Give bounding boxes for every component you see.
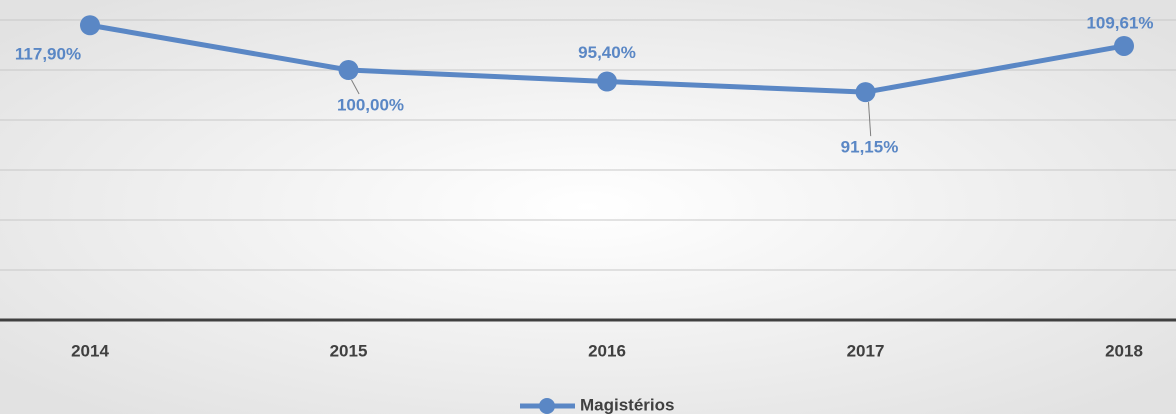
marker [1114, 35, 1134, 56]
leader-line [351, 79, 360, 95]
legend-marker [539, 398, 555, 414]
leader-line [868, 102, 872, 137]
x-tick-label: 2016 [588, 341, 626, 360]
x-tick-label: 2015 [330, 341, 368, 360]
data-label: 100,00% [337, 95, 404, 114]
data-label: 117,90% [15, 45, 81, 64]
x-tick-label: 2014 [71, 341, 109, 360]
marker [338, 60, 359, 80]
x-tick-label: 2017 [847, 341, 885, 360]
marker [80, 15, 100, 36]
data-label: 109,61% [1086, 13, 1153, 32]
marker [855, 82, 876, 103]
data-label: 91,15% [841, 138, 899, 157]
x-tick-label: 2018 [1105, 341, 1143, 360]
legend-label: Magistérios [580, 395, 674, 414]
data-label: 95,40% [578, 43, 636, 62]
marker [597, 71, 617, 92]
